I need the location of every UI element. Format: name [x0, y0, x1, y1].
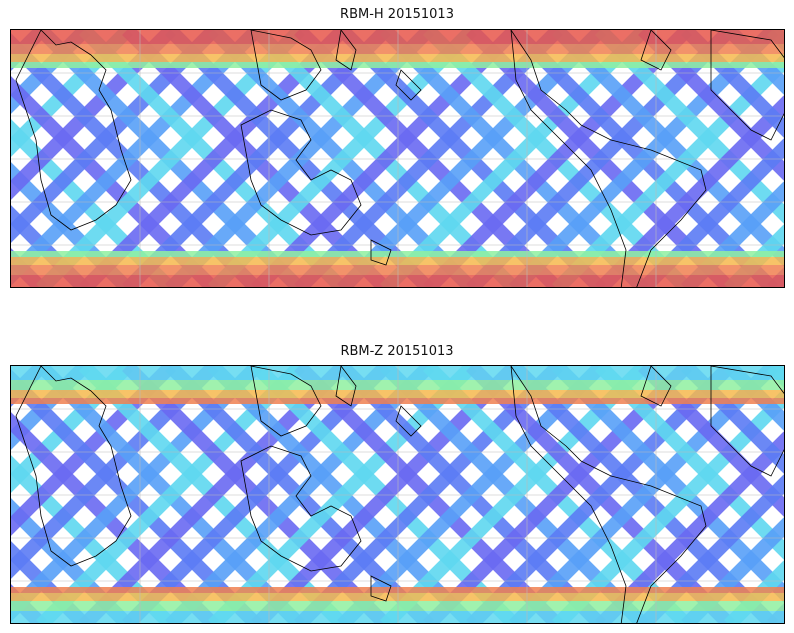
swath-descending [595, 431, 784, 623]
swath-descending [681, 181, 784, 287]
south-band [11, 593, 784, 601]
south-band [11, 587, 784, 593]
coastline [240, 445, 362, 572]
south-band [11, 275, 784, 287]
coastline [335, 30, 357, 71]
north-band [11, 44, 784, 54]
coastline [710, 366, 784, 477]
swath-descending [638, 474, 784, 623]
north-band [11, 366, 784, 380]
coastline [640, 30, 672, 71]
south-band [11, 611, 784, 623]
coastline [250, 366, 322, 437]
coastline [15, 30, 132, 231]
swath-descending [638, 138, 784, 287]
panel-2-map[interactable] [10, 365, 785, 624]
panel-2-svg [11, 366, 784, 623]
coastline [240, 109, 362, 236]
panel-1-svg [11, 30, 784, 287]
coastline [395, 405, 422, 437]
south-band [11, 251, 784, 257]
coastline [510, 30, 707, 287]
panel-1-map[interactable] [10, 29, 785, 288]
swath-descending [681, 517, 784, 623]
north-band [11, 30, 784, 44]
north-band [11, 398, 784, 404]
coastline [640, 366, 672, 407]
polar-layer [11, 30, 784, 287]
north-band [11, 390, 784, 398]
graticule [11, 30, 784, 287]
south-band [11, 601, 784, 611]
coastline [15, 366, 132, 567]
swath-descending [595, 95, 784, 287]
coastline [250, 30, 322, 101]
coastline [370, 575, 392, 602]
north-band [11, 62, 784, 68]
coastlines [15, 366, 784, 623]
coastlines [15, 30, 784, 287]
graticule [11, 366, 784, 623]
south-band [11, 265, 784, 275]
swath-descending [724, 560, 784, 623]
south-band [11, 257, 784, 265]
polar-layer [11, 366, 784, 623]
coastline [370, 239, 392, 266]
coastline [710, 30, 784, 141]
coastline [335, 366, 357, 407]
north-band [11, 380, 784, 390]
coastline [510, 366, 707, 623]
panel-1-title: RBM-H 20151013 [340, 7, 454, 22]
panel-2-title: RBM-Z 20151013 [340, 344, 454, 359]
swath-descending [724, 224, 784, 287]
north-band [11, 54, 784, 62]
coastline [395, 69, 422, 101]
